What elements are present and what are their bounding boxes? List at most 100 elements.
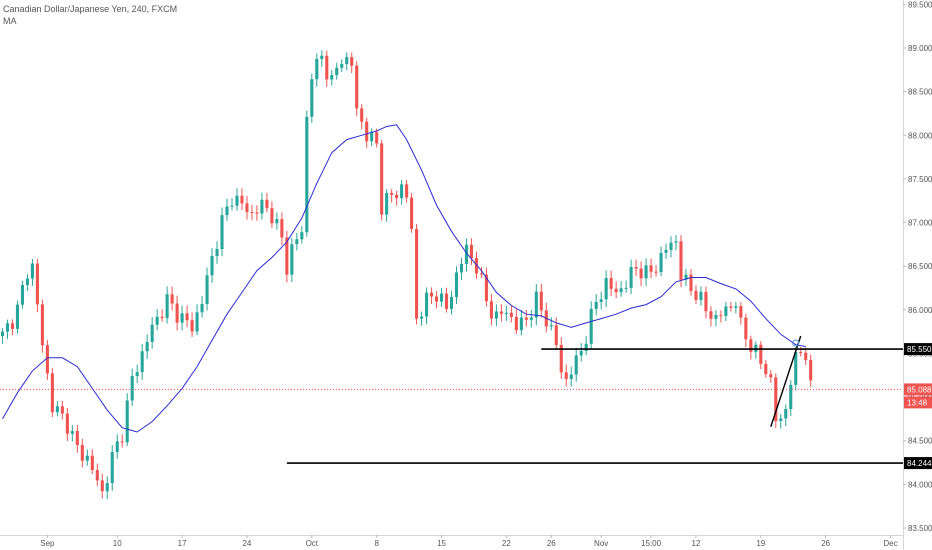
- candle-body: [315, 58, 319, 80]
- candle: [779, 414, 783, 429]
- candle: [120, 434, 124, 448]
- candle: [70, 425, 74, 442]
- candle-body: [385, 192, 389, 215]
- time-tick-label: 10: [113, 539, 122, 548]
- candle: [509, 305, 513, 323]
- candle-body: [629, 266, 633, 288]
- candle-body: [554, 325, 558, 345]
- candle: [20, 280, 24, 309]
- candle: [85, 449, 89, 466]
- candle-body: [260, 199, 264, 214]
- candle-body: [55, 406, 59, 413]
- price-badge-text: 13:48: [907, 398, 928, 407]
- candle: [140, 343, 144, 380]
- candle-body: [729, 306, 733, 308]
- time-tick-label: 24: [242, 539, 251, 548]
- candle-body: [469, 244, 474, 259]
- candle-body: [714, 315, 718, 319]
- time-axis[interactable]: Sep 10 17 24 Oct 8 15 22 26 Nov 15:00 12 19 26 Dec: [40, 535, 898, 548]
- price-badge-level: 85.550: [904, 343, 932, 356]
- time-tick-label: 8: [374, 539, 379, 548]
- candle: [285, 230, 289, 283]
- candle-body: [784, 409, 788, 419]
- candle-body: [774, 377, 778, 421]
- candle-body: [604, 278, 608, 300]
- candle-body: [564, 372, 568, 379]
- candle: [115, 434, 119, 459]
- candle-body: [529, 317, 533, 320]
- candle-body: [355, 65, 359, 109]
- candle: [95, 463, 99, 487]
- time-tick-label: Oct: [306, 539, 319, 548]
- candle: [325, 50, 329, 87]
- candle-body: [310, 79, 314, 117]
- candle-body: [10, 323, 15, 329]
- candle-body: [265, 199, 269, 209]
- candle: [609, 270, 613, 297]
- candle-body: [664, 250, 668, 253]
- candle: [250, 204, 254, 221]
- candle: [804, 347, 808, 366]
- candle: [714, 310, 718, 327]
- candle-body: [734, 306, 738, 308]
- candle-body: [739, 306, 743, 318]
- candle-body: [425, 292, 429, 317]
- candle: [265, 192, 269, 213]
- time-tick-label: 26: [547, 539, 556, 548]
- candle: [260, 192, 264, 220]
- candle: [494, 304, 498, 327]
- moving-average-line: [2, 124, 806, 433]
- candle-body: [704, 291, 708, 312]
- candle-body: [579, 350, 583, 356]
- time-tick-label: 19: [756, 539, 765, 548]
- candle-body: [484, 274, 488, 302]
- candle-body: [574, 355, 578, 375]
- price-badge-box: [904, 396, 932, 409]
- candle-body: [185, 313, 189, 321]
- candle-body: [130, 376, 134, 401]
- candle: [674, 235, 678, 251]
- price-badge-last: 85.088: [904, 383, 932, 396]
- candle-body: [215, 249, 219, 256]
- candle-body: [350, 57, 354, 66]
- candle-body: [624, 287, 628, 289]
- candle-body: [125, 400, 129, 443]
- candle-body: [45, 345, 49, 374]
- candle: [365, 117, 369, 148]
- candle: [629, 259, 633, 295]
- candle-body: [280, 219, 284, 238]
- time-tick-label: 15: [437, 539, 446, 548]
- candle: [320, 50, 324, 67]
- price-badges: 85.550 85.088 13:48 84.244: [904, 343, 932, 470]
- price-badge-text: 84.244: [907, 459, 932, 468]
- candle-body: [360, 108, 364, 122]
- candle: [704, 286, 708, 319]
- price-tick-label: 88.500: [908, 88, 932, 97]
- indicator-legend-ma[interactable]: MA: [3, 16, 17, 26]
- candle-body: [464, 244, 469, 264]
- candle-body: [20, 285, 24, 305]
- trend-line[interactable]: [770, 335, 802, 427]
- candle-body: [290, 244, 294, 275]
- candle-body: [474, 258, 478, 274]
- candle: [529, 309, 533, 328]
- candle: [689, 268, 693, 296]
- candle: [734, 301, 738, 314]
- candle: [10, 319, 15, 336]
- candle: [724, 301, 728, 321]
- candle: [175, 295, 179, 331]
- candle: [340, 59, 344, 73]
- candle-body: [724, 306, 728, 316]
- time-tick-label: 26: [821, 539, 830, 548]
- candle: [584, 336, 588, 356]
- candle-body: [454, 272, 459, 298]
- candle: [170, 286, 174, 311]
- candle: [649, 258, 653, 279]
- candle: [15, 300, 20, 334]
- candle: [784, 404, 788, 427]
- candle-body: [744, 317, 748, 340]
- candle: [390, 188, 394, 203]
- candle: [370, 128, 374, 147]
- candle-body: [789, 384, 793, 410]
